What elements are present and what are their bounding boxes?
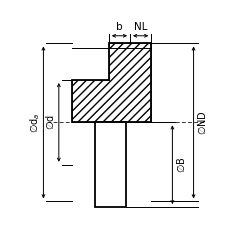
Text: $\varnothing$d$_a$: $\varnothing$d$_a$ — [28, 112, 42, 133]
Text: NL: NL — [134, 22, 147, 32]
Text: b: b — [116, 22, 123, 32]
Text: $\varnothing$d: $\varnothing$d — [44, 114, 56, 130]
Text: $\varnothing$ND: $\varnothing$ND — [196, 110, 208, 135]
Text: $\varnothing$B: $\varnothing$B — [175, 156, 187, 173]
Polygon shape — [96, 122, 126, 207]
Polygon shape — [72, 44, 151, 122]
